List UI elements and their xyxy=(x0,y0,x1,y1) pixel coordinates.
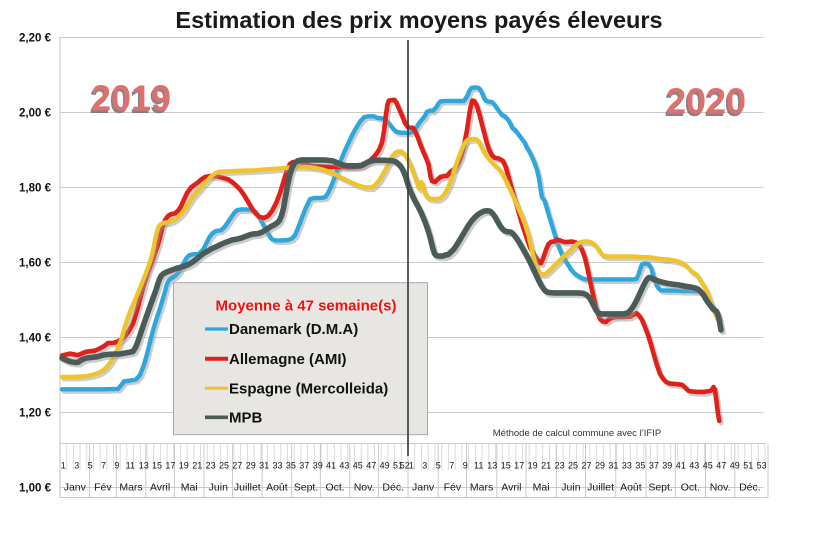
svg-text:11: 11 xyxy=(126,461,135,471)
svg-text:13: 13 xyxy=(139,461,149,471)
svg-text:15: 15 xyxy=(501,461,511,471)
svg-text:Déc.: Déc. xyxy=(739,482,761,494)
svg-text:43: 43 xyxy=(689,461,699,471)
svg-text:27: 27 xyxy=(232,461,242,471)
svg-text:49: 49 xyxy=(730,461,740,471)
svg-text:51: 51 xyxy=(743,461,753,471)
svg-text:Avril: Avril xyxy=(501,482,521,494)
svg-text:2,20 €: 2,20 € xyxy=(19,33,52,45)
svg-text:Mai: Mai xyxy=(181,482,198,494)
svg-text:15: 15 xyxy=(152,461,162,471)
svg-text:1,60 €: 1,60 € xyxy=(19,258,52,270)
svg-text:1,20 €: 1,20 € xyxy=(19,408,52,420)
svg-text:3: 3 xyxy=(422,461,427,471)
svg-text:Janv: Janv xyxy=(412,482,435,494)
svg-text:Nov.: Nov. xyxy=(354,482,375,494)
svg-text:Sept.: Sept. xyxy=(648,482,673,494)
svg-text:23: 23 xyxy=(206,461,216,471)
svg-text:Nov.: Nov. xyxy=(710,482,731,494)
svg-text:1: 1 xyxy=(409,461,414,471)
svg-text:39: 39 xyxy=(662,461,672,471)
svg-text:52: 52 xyxy=(400,461,410,471)
svg-text:Fév: Fév xyxy=(94,482,112,494)
svg-text:Août: Août xyxy=(620,482,642,494)
svg-text:Mai: Mai xyxy=(533,482,550,494)
svg-text:Janv: Janv xyxy=(64,482,87,494)
svg-text:7: 7 xyxy=(101,461,106,471)
svg-text:Sept.: Sept. xyxy=(294,482,319,494)
svg-text:9: 9 xyxy=(114,461,119,471)
svg-text:37: 37 xyxy=(299,461,309,471)
svg-text:1,00 €: 1,00 € xyxy=(19,483,52,495)
svg-text:39: 39 xyxy=(313,461,323,471)
svg-text:47: 47 xyxy=(716,461,726,471)
svg-text:Déc.: Déc. xyxy=(382,482,404,494)
svg-text:Méthode de calcul commune avec: Méthode de calcul commune avec l’IFIP xyxy=(493,428,661,439)
svg-text:47: 47 xyxy=(366,461,376,471)
svg-text:29: 29 xyxy=(595,461,605,471)
svg-text:1,40 €: 1,40 € xyxy=(19,333,52,345)
svg-text:Allemagne (AMI): Allemagne (AMI) xyxy=(229,351,347,368)
svg-text:9: 9 xyxy=(463,461,468,471)
svg-text:29: 29 xyxy=(246,461,256,471)
svg-text:5: 5 xyxy=(436,461,441,471)
svg-text:17: 17 xyxy=(514,461,524,471)
svg-text:37: 37 xyxy=(649,461,659,471)
svg-text:Mars: Mars xyxy=(119,482,142,494)
svg-text:19: 19 xyxy=(179,461,189,471)
svg-text:MPB: MPB xyxy=(229,410,263,427)
svg-text:Estimation des prix moyens pay: Estimation des prix moyens payés éleveur… xyxy=(175,7,662,33)
svg-text:25: 25 xyxy=(568,461,578,471)
svg-text:Moyenne à 47 semaine(s): Moyenne à 47 semaine(s) xyxy=(216,298,397,315)
svg-text:25: 25 xyxy=(219,461,229,471)
svg-text:2019: 2019 xyxy=(91,78,171,119)
svg-text:Danemark (D.M.A): Danemark (D.M.A) xyxy=(229,321,358,338)
svg-text:Juillet: Juillet xyxy=(234,482,261,494)
svg-text:17: 17 xyxy=(165,461,175,471)
svg-text:45: 45 xyxy=(703,461,713,471)
svg-text:Août: Août xyxy=(266,482,288,494)
svg-text:3: 3 xyxy=(74,461,79,471)
svg-text:33: 33 xyxy=(622,461,632,471)
svg-text:49: 49 xyxy=(380,461,390,471)
svg-text:21: 21 xyxy=(192,461,202,471)
svg-text:45: 45 xyxy=(353,461,363,471)
svg-text:41: 41 xyxy=(326,461,336,471)
svg-text:5: 5 xyxy=(88,461,93,471)
svg-text:31: 31 xyxy=(608,461,618,471)
svg-text:Fév: Fév xyxy=(444,482,462,494)
svg-text:23: 23 xyxy=(555,461,565,471)
svg-text:Espagne (Mercolleida): Espagne (Mercolleida) xyxy=(229,380,388,397)
svg-text:2020: 2020 xyxy=(666,81,746,122)
svg-text:43: 43 xyxy=(339,461,349,471)
svg-text:2,00 €: 2,00 € xyxy=(19,108,52,120)
svg-text:Juillet: Juillet xyxy=(587,482,614,494)
svg-text:Oct.: Oct. xyxy=(325,482,344,494)
svg-text:Avril: Avril xyxy=(150,482,170,494)
svg-text:51: 51 xyxy=(393,461,403,471)
svg-text:Juin: Juin xyxy=(561,482,580,494)
svg-text:19: 19 xyxy=(528,461,538,471)
svg-text:2019: 2019 xyxy=(89,80,169,121)
svg-text:11: 11 xyxy=(474,461,483,471)
svg-text:21: 21 xyxy=(541,461,551,471)
svg-text:53: 53 xyxy=(757,461,767,471)
svg-text:1,80 €: 1,80 € xyxy=(19,183,52,195)
svg-text:13: 13 xyxy=(487,461,497,471)
svg-text:41: 41 xyxy=(676,461,686,471)
svg-text:Juin: Juin xyxy=(209,482,228,494)
svg-text:27: 27 xyxy=(581,461,591,471)
svg-text:2020: 2020 xyxy=(664,83,744,124)
svg-text:1: 1 xyxy=(61,461,66,471)
svg-text:35: 35 xyxy=(635,461,645,471)
svg-text:33: 33 xyxy=(272,461,282,471)
svg-text:Mars: Mars xyxy=(470,482,493,494)
svg-text:Oct.: Oct. xyxy=(681,482,700,494)
svg-text:7: 7 xyxy=(449,461,454,471)
svg-text:35: 35 xyxy=(286,461,296,471)
svg-text:31: 31 xyxy=(259,461,269,471)
